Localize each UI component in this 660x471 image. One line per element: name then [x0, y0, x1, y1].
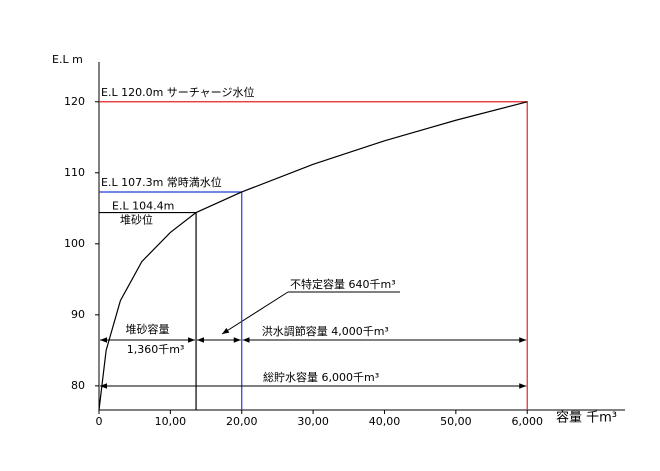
band-label: 洪水調節容量 4,000千m³ — [262, 324, 389, 338]
band-sublabel: 1,360千m³ — [127, 343, 185, 356]
x-tick-label: 30,00 — [297, 415, 329, 428]
x-axis-label: 容量 千m³ — [556, 410, 617, 426]
x-tick-label: 6,000 — [511, 415, 543, 428]
x-tick-label: 40,00 — [369, 415, 401, 428]
x-tick-label: 50,00 — [440, 415, 472, 428]
x-tick-label: 10,00 — [155, 415, 187, 428]
y-tick-label: 90 — [71, 308, 85, 321]
level-label: E.L 107.3m 常時満水位 — [101, 175, 222, 189]
band-label: 堆砂容量 — [126, 322, 170, 336]
level-line — [99, 101, 528, 410]
x-tick-label: 0 — [96, 415, 103, 428]
level-sublabel: 堆砂位 — [120, 213, 153, 227]
x-tick-label: 20,00 — [226, 415, 258, 428]
y-tick-label: 80 — [71, 379, 85, 392]
curve — [98, 101, 528, 411]
level-label: E.L 104.4m — [112, 200, 174, 213]
band-label: 不特定容量 640千m³ — [290, 277, 396, 291]
y-tick-label: 110 — [64, 166, 85, 179]
y-axis-label: E.L m — [52, 53, 83, 66]
y-tick-label: 100 — [64, 237, 85, 250]
level-line — [99, 211, 197, 410]
y-tick-label: 120 — [64, 95, 85, 108]
total-label: 総貯水容量 6,000千m³ — [263, 370, 379, 384]
leader-arrow — [221, 291, 289, 335]
level-label: E.L 120.0m サーチャージ水位 — [101, 85, 254, 99]
